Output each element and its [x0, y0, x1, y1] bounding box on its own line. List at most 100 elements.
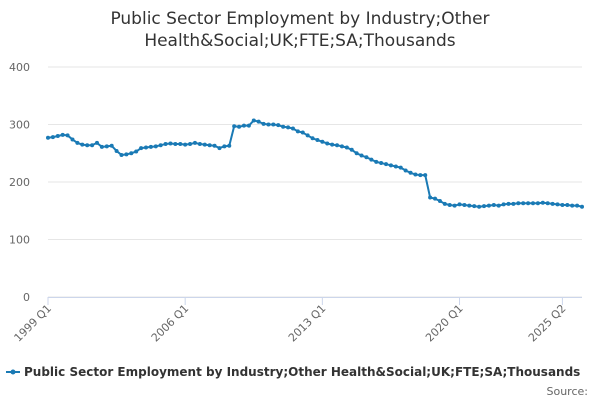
data-point — [60, 132, 65, 137]
data-point — [148, 144, 153, 149]
data-point — [90, 143, 95, 148]
y-tick-label: 400 — [9, 61, 30, 74]
data-point — [482, 204, 487, 209]
data-point — [393, 164, 398, 169]
data-point — [580, 204, 584, 209]
data-point — [369, 157, 374, 162]
chart-title: Public Sector Employment by Industry;Oth… — [0, 8, 600, 52]
data-point — [295, 129, 300, 134]
y-tick-label: 200 — [9, 176, 30, 189]
data-point — [305, 133, 310, 138]
data-point — [506, 201, 511, 206]
legend-marker-icon — [10, 369, 16, 375]
data-point — [173, 142, 178, 147]
data-point — [560, 203, 565, 207]
data-point — [276, 123, 281, 128]
data-point — [349, 147, 354, 152]
data-point — [359, 153, 364, 158]
data-point — [526, 201, 531, 206]
series-line — [47, 119, 583, 208]
data-point — [227, 143, 232, 148]
data-point — [398, 165, 403, 170]
data-point — [46, 135, 50, 140]
data-point — [545, 201, 550, 206]
data-point — [212, 143, 217, 148]
data-point — [114, 148, 119, 153]
data-point — [330, 142, 335, 147]
data-point — [521, 201, 526, 206]
data-point — [457, 202, 462, 207]
data-point — [75, 140, 80, 145]
data-point — [447, 203, 452, 207]
data-point — [124, 152, 129, 157]
data-point — [99, 144, 104, 149]
chart-title-line-2: Health&Social;UK;FTE;SA;Thousands — [144, 31, 456, 51]
data-point — [202, 142, 207, 147]
data-point — [119, 152, 124, 157]
y-axis-labels: 0 100 200 300 400 — [9, 61, 30, 304]
data-point — [129, 151, 134, 156]
source-label: Source: — [547, 385, 589, 398]
x-tick-label: 2025 Q2 — [526, 302, 569, 345]
data-point — [65, 133, 70, 138]
data-point — [486, 203, 491, 208]
data-point — [428, 195, 433, 200]
data-point — [496, 203, 501, 208]
data-point — [374, 159, 379, 164]
data-point — [70, 137, 75, 142]
data-point — [535, 201, 540, 206]
data-point — [281, 124, 286, 129]
x-tick-label: 1999 Q1 — [12, 302, 55, 345]
data-point — [237, 124, 242, 129]
x-axis — [47, 297, 582, 305]
data-point — [50, 135, 55, 140]
data-point — [94, 140, 99, 145]
data-point — [192, 140, 197, 145]
data-point — [104, 144, 109, 149]
data-point — [423, 173, 428, 178]
data-point — [555, 202, 560, 207]
x-axis-labels: 1999 Q1 2006 Q1 2013 Q1 2020 Q1 2025 Q2 — [12, 302, 569, 345]
data-point — [271, 122, 276, 127]
data-point — [550, 201, 555, 206]
data-point — [109, 143, 114, 148]
data-point — [168, 141, 173, 146]
data-point — [388, 163, 393, 168]
data-point — [491, 203, 496, 207]
data-point — [418, 173, 423, 178]
data-point — [442, 201, 447, 206]
data-point — [511, 201, 516, 206]
data-point — [354, 151, 359, 156]
data-point — [575, 203, 580, 208]
data-point — [570, 203, 575, 208]
data-point — [433, 196, 438, 201]
data-point — [477, 204, 482, 209]
x-tick-label: 2020 Q1 — [423, 302, 466, 345]
data-point — [364, 155, 369, 160]
data-point — [286, 125, 291, 130]
data-point — [344, 145, 349, 150]
data-point — [143, 145, 148, 150]
data-point — [251, 118, 256, 123]
data-point — [261, 121, 266, 126]
data-point — [315, 138, 320, 143]
y-tick-label: 100 — [9, 234, 30, 247]
data-point — [232, 124, 237, 129]
data-point — [413, 172, 418, 177]
data-point — [163, 142, 168, 147]
data-point — [246, 123, 251, 128]
data-point — [467, 203, 472, 208]
data-point — [55, 134, 60, 138]
data-point — [384, 162, 389, 167]
data-point — [335, 143, 340, 148]
data-point — [222, 144, 227, 149]
data-point — [217, 146, 222, 151]
data-point — [85, 143, 90, 148]
y-tick-label: 0 — [23, 291, 30, 304]
data-point — [300, 130, 305, 135]
data-point — [139, 146, 144, 151]
data-point — [565, 203, 570, 207]
data-point — [256, 119, 261, 124]
series-layer — [46, 118, 584, 209]
